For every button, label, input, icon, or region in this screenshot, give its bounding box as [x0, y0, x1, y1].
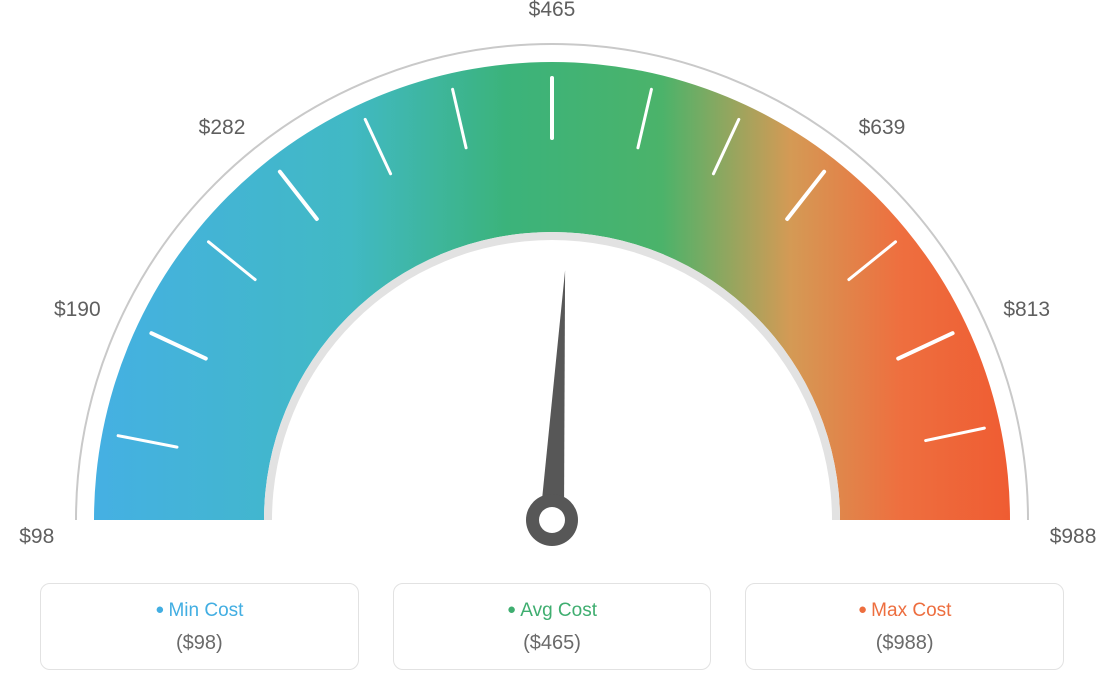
legend-min-value: ($98) [51, 632, 348, 655]
scale-label: $282 [199, 116, 246, 140]
scale-label: $465 [529, 0, 576, 22]
gauge-area: $98 $190 $282 $465 $639 $813 $988 [0, 0, 1104, 560]
legend-row: Min Cost ($98) Avg Cost ($465) Max Cost … [0, 583, 1104, 670]
legend-card-avg: Avg Cost ($465) [393, 583, 712, 670]
legend-max-value: ($988) [756, 632, 1053, 655]
legend-card-min: Min Cost ($98) [40, 583, 359, 670]
scale-label: $988 [1050, 525, 1097, 549]
scale-label: $813 [1003, 298, 1050, 322]
legend-card-max: Max Cost ($988) [745, 583, 1064, 670]
legend-min-label: Min Cost [51, 600, 348, 622]
legend-max-label: Max Cost [756, 600, 1053, 622]
scale-label: $190 [54, 298, 101, 322]
legend-avg-value: ($465) [404, 632, 701, 655]
cost-gauge-chart: $98 $190 $282 $465 $639 $813 $988 Min Cost ($9… [0, 0, 1104, 690]
legend-avg-label: Avg Cost [404, 600, 701, 622]
gauge-svg [0, 0, 1104, 580]
scale-label: $639 [859, 116, 906, 140]
scale-label: $98 [19, 525, 54, 549]
